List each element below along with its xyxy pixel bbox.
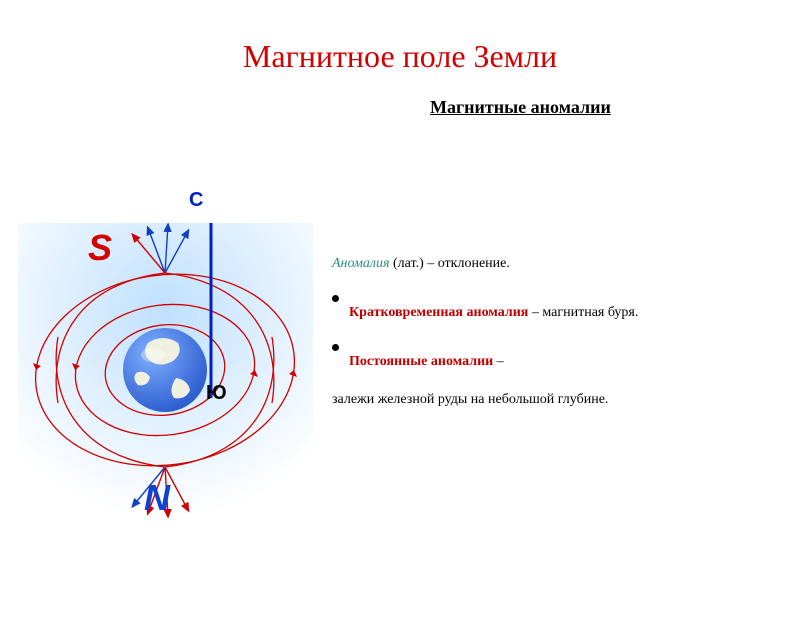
axis-south-label: Ю [206,382,227,405]
axis-north-label: С [189,189,203,212]
definition-rest: (лат.) – отклонение. [390,256,510,271]
bullet-term: Постоянные аномалии [349,354,493,369]
bullet-text: Постоянные аномалии – [349,354,504,371]
field-svg [18,223,313,518]
definition-term: Аномалия [332,256,390,271]
bullet-icon [332,295,339,302]
bullet-rest: – [493,354,504,369]
magnetic-pole-n-label: N [144,477,170,519]
bullet-icon [332,344,339,351]
bullet-rest: – магнитная буря. [528,305,638,320]
section-subtitle: Магнитные аномалии [430,97,800,118]
magnetic-pole-s-label: S [88,227,112,269]
bullet-text: Кратковременная аномалия – магнитная бур… [349,305,638,322]
closer-line: залежи железной руды на небольшой глубин… [332,392,782,409]
definition-line: Аномалия (лат.) – отклонение. [332,256,782,273]
bullet-term: Кратковременная аномалия [349,305,528,320]
bullet-item: Постоянные аномалии – [332,340,782,385]
bullet-item: Кратковременная аномалия – магнитная бур… [332,291,782,336]
magnetic-field-diagram: С Ю S N [18,223,313,518]
content-column: Аномалия (лат.) – отклонение. Кратковрем… [332,256,782,423]
page-title: Магнитное поле Земли [0,38,800,75]
